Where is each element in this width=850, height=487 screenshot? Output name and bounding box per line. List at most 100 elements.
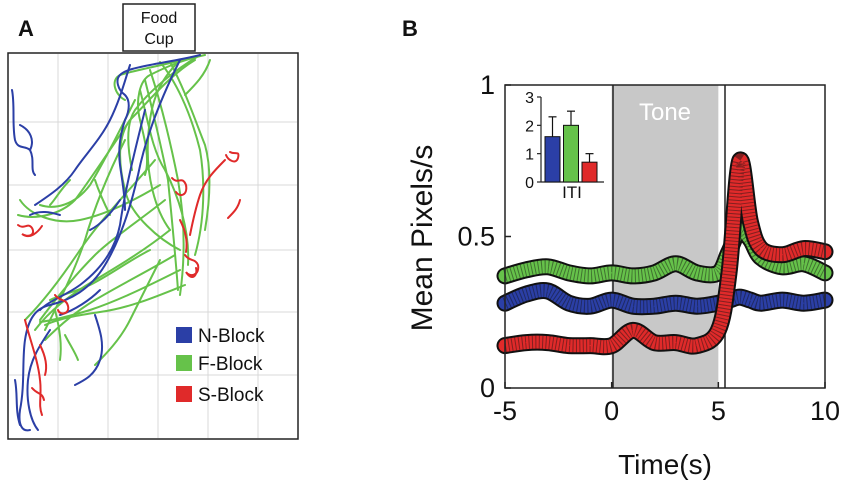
- data-point-n-block: [739, 296, 741, 298]
- movement-trace: [24, 159, 156, 321]
- data-point-n-block: [547, 290, 549, 292]
- data-point-s-block: [728, 272, 730, 274]
- inset-bars: [544, 110, 598, 183]
- data-point-n-block: [803, 302, 805, 304]
- food-cup-box: [122, 3, 196, 52]
- movement-trace: [116, 54, 201, 211]
- movement-trace: [54, 309, 62, 361]
- data-point-s-block: [653, 341, 655, 344]
- panel-a-plot: [7, 52, 299, 440]
- inset-x-label: ITI: [562, 183, 582, 202]
- movement-trace: [19, 184, 161, 223]
- inset-y-tick-label: 2: [525, 118, 534, 135]
- data-point-s-block: [749, 220, 751, 222]
- inset-y-tick-label: 1: [525, 147, 534, 164]
- data-point-s-block: [632, 329, 634, 332]
- movement-trace: [39, 344, 48, 376]
- data-point-f-block: [675, 263, 677, 265]
- data-point-s-block: [760, 248, 762, 250]
- data-point-f-block: [568, 272, 570, 274]
- data-point-s-block: [589, 344, 591, 347]
- data-point-s-block: [525, 341, 527, 344]
- panel-a-legend: N-Block F-Block S-Block: [176, 326, 265, 406]
- movement-trace: [179, 219, 188, 253]
- data-point-s-block: [717, 329, 719, 332]
- inset-bar: [544, 136, 561, 183]
- movement-trace: [24, 319, 43, 416]
- food-cup-label-line1: Food: [141, 10, 177, 27]
- panel-b-series: [496, 151, 834, 356]
- movement-trace: [39, 199, 166, 321]
- data-point-s-block: [803, 248, 805, 250]
- inset-ticks: 0 1 2 3: [525, 90, 541, 192]
- data-point-f-block: [653, 272, 655, 274]
- inset-bar: [581, 161, 598, 183]
- movement-trace: [127, 54, 201, 171]
- data-point-s-block: [568, 344, 570, 347]
- movement-trace: [44, 284, 186, 326]
- legend-label-s-block: S-Block: [198, 385, 264, 406]
- data-point-n-block: [760, 302, 762, 304]
- panel-a-grid: [9, 54, 297, 438]
- data-point-n-block: [568, 302, 570, 304]
- data-point-n-block: [611, 299, 613, 301]
- data-point-n-block: [589, 305, 591, 307]
- data-point-n-block: [749, 299, 751, 301]
- movement-trace: [94, 179, 111, 216]
- x-axis-label: Time(s): [618, 449, 712, 480]
- data-point-f-block: [589, 275, 591, 277]
- movement-trace: [19, 124, 33, 151]
- movement-trace: [26, 329, 51, 431]
- movement-trace: [29, 211, 61, 216]
- inset-y-tick-label: 0: [525, 175, 534, 192]
- x-tick-label: 5: [711, 396, 726, 426]
- data-point-f-block: [696, 272, 698, 274]
- data-point-n-block: [525, 293, 527, 295]
- data-point-f-block: [525, 269, 527, 271]
- tone-label: Tone: [639, 99, 691, 126]
- movement-trace: [184, 254, 200, 278]
- data-point-f-block: [611, 272, 613, 274]
- data-point-n-block: [696, 305, 698, 307]
- legend-swatch-f-block: [176, 355, 192, 371]
- movement-trace: [17, 224, 43, 238]
- legend-label-f-block: F-Block: [198, 354, 263, 375]
- movement-trace: [64, 334, 79, 361]
- movement-trace: [184, 59, 211, 96]
- movement-trace: [94, 259, 161, 366]
- legend-swatch-n-block: [176, 327, 192, 343]
- x-tick-label: -5: [493, 396, 517, 426]
- movement-trace: [171, 177, 188, 197]
- data-point-f-block: [781, 266, 783, 268]
- movement-trace: [34, 64, 131, 206]
- inset-bar: [563, 124, 579, 183]
- movement-trace: [169, 61, 211, 231]
- y-tick-label: 0: [480, 373, 495, 403]
- y-tick-label: 0.5: [457, 222, 495, 252]
- movement-trace: [189, 159, 226, 236]
- data-point-f-block: [717, 272, 719, 274]
- movement-trace: [74, 314, 104, 386]
- movement-trace: [17, 119, 131, 218]
- x-tick-label: 10: [810, 396, 840, 426]
- data-point-f-block: [547, 266, 549, 268]
- data-point-s-block: [611, 344, 613, 347]
- y-tick-label: 1: [480, 70, 495, 100]
- movement-trace: [225, 151, 240, 163]
- data-point-n-block: [653, 305, 655, 307]
- data-point-n-block: [675, 302, 677, 304]
- data-point-n-block: [781, 299, 783, 301]
- movement-trace: [31, 387, 45, 401]
- legend-label-n-block: N-Block: [198, 326, 265, 347]
- panel-a-traces: [11, 54, 241, 432]
- x-tick-label: 0: [604, 396, 619, 426]
- data-point-n-block: [632, 305, 634, 307]
- data-point-f-block: [632, 275, 634, 277]
- inset-bar-chart: 0 1 2 3 ITI: [525, 90, 604, 202]
- movement-trace: [39, 269, 181, 323]
- inset-y-tick-label: 3: [525, 90, 534, 107]
- data-point-s-block: [696, 344, 698, 347]
